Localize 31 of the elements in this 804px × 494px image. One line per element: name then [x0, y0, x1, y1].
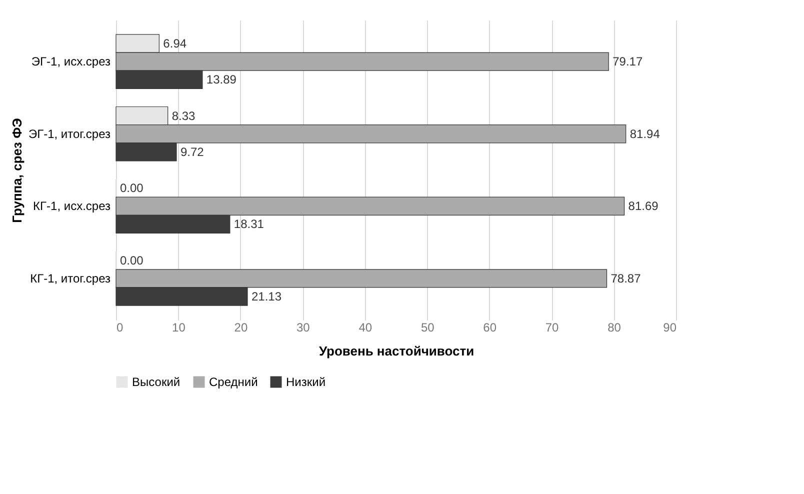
- x-tick-label: 0: [116, 320, 124, 334]
- data-label: 18.31: [234, 217, 264, 232]
- x-tick-label: 40: [358, 320, 372, 334]
- data-label: 0.00: [120, 253, 144, 268]
- y-tick-label: КГ-1, исх.срез: [33, 199, 111, 214]
- data-label: 13.89: [206, 72, 237, 87]
- data-label: 6.94: [163, 36, 187, 50]
- data-label: 78.87: [610, 271, 642, 286]
- y-tick-label: ЭГ-1, исх.срез: [31, 54, 111, 69]
- x-tick-label: 60: [483, 320, 497, 334]
- x-tick-label: 20: [234, 320, 248, 334]
- data-label: 79.17: [612, 54, 643, 69]
- data-label: 81.69: [628, 199, 659, 214]
- x-axis-title: Уровень настойчивости: [318, 344, 474, 358]
- x-tick-label: 80: [608, 320, 622, 334]
- data-label: 81.94: [630, 126, 660, 141]
- x-tick-label: 70: [545, 320, 560, 334]
- data-label: 0.00: [120, 181, 144, 196]
- data-label: 8.33: [172, 108, 196, 123]
- y-tick-label: КГ-1, итог.срез: [30, 271, 111, 286]
- y-axis-title: Группа, срез ФЭ: [9, 118, 24, 223]
- x-tick-label: 90: [663, 320, 677, 334]
- data-label: 9.72: [180, 144, 204, 159]
- y-tick-label: ЭГ-1, итог.срез: [28, 126, 111, 141]
- legend-label: Высокий: [132, 375, 180, 389]
- data-label: 21.13: [251, 290, 282, 304]
- x-tick-label: 50: [420, 320, 435, 334]
- legend-label: Средний: [209, 375, 258, 389]
- legend-label: Низкий: [286, 375, 326, 389]
- x-tick-label: 10: [172, 320, 186, 334]
- x-tick-label: 30: [296, 320, 310, 334]
